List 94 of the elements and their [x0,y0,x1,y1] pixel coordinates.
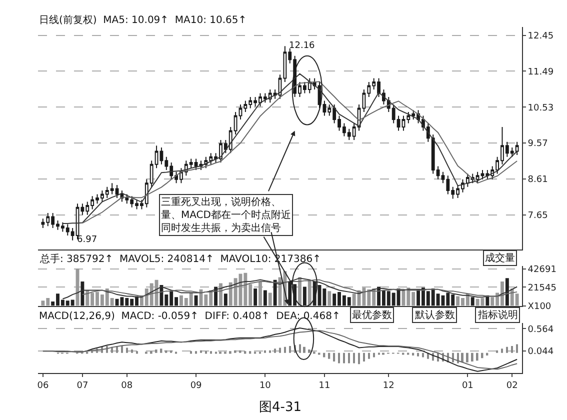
bar [348,352,350,364]
line-series [62,278,518,300]
x-tick-label: 06 [37,380,49,391]
bar [328,352,330,359]
y-tick-label: 11.49 [528,67,554,78]
bar [249,351,252,354]
bar [80,282,84,306]
bar [150,351,152,354]
bar [273,280,277,306]
bar [363,352,365,362]
bar [466,352,468,362]
bar [471,352,474,362]
bar [229,351,232,354]
bar [269,350,271,353]
line-series [82,279,518,297]
y-tick-label: 9.57 [528,139,548,150]
bar [194,295,198,306]
x-tick-label: 09 [190,380,202,391]
bar [254,288,258,306]
bar [476,352,478,361]
y-tick-label: 7.65 [528,211,548,222]
y-tick-label: 21545 [528,283,556,294]
bar [486,352,488,356]
bar [358,352,360,364]
text: 成交量 [485,252,515,264]
bar [160,348,162,353]
bar [170,350,172,353]
bar [274,348,276,353]
bar [353,352,355,364]
bar [234,350,236,353]
bar [165,350,168,353]
bar [373,352,375,358]
bar [190,351,192,354]
bar [121,346,123,353]
bar [136,351,138,354]
bar [422,352,424,358]
bar [506,346,508,353]
bar [308,280,312,306]
bar [328,291,332,306]
bar [200,350,202,353]
y-tick-label: 0.564 [528,324,554,335]
text: 最优参数 [352,309,392,321]
bar [263,290,267,306]
bar [368,352,370,359]
y-tick-label: 0.044 [528,347,554,358]
bar [126,348,128,353]
bar [264,350,266,353]
caption: 图4-31 [259,400,302,415]
bar [279,348,281,353]
y-tick-label: 12.45 [528,31,554,42]
annotation: 6.97 [77,235,98,245]
bar [303,346,306,353]
bar [501,348,503,353]
bar [268,292,272,306]
x-tick-label: 12 [382,380,394,391]
bar [338,352,340,364]
bar [496,350,498,353]
x-tick-label: 01 [462,380,474,391]
text: 日线(前复权) MA5: 10.09↑ MA10: 10.65↑ [39,14,247,26]
y-tick-label: X100 [528,302,552,312]
bar [224,294,228,306]
x-tick-label: 07 [76,380,88,391]
bar [511,346,513,353]
x-tick-label: 02 [506,380,518,391]
bar [205,351,207,354]
bar [516,344,518,353]
text: 默认参数 [414,309,455,321]
bar [308,349,310,353]
bar [155,349,158,353]
bar [210,351,212,354]
y-tick-label: 8.61 [528,175,548,186]
text: MACD(12,26,9) MACD: -0.059↑ DIFF: 0.408↑ DEA: 0.468↑ [39,311,340,322]
bar [470,297,474,306]
x-tick-label: 10 [259,380,272,391]
bar [333,352,336,362]
annotation: 12.16 [289,41,316,51]
x-tick-label: 08 [121,380,133,391]
annotation: 三重死叉出现，说明价格、量、MACD都在一个时点附近同时发生共振，为卖出信号 [161,196,291,234]
bar [343,352,345,364]
bar [299,344,301,353]
bar [505,278,509,306]
y-tick-label: 10.53 [528,103,554,114]
bar [284,346,286,353]
bar [412,352,414,356]
text: 指标说明 [477,309,518,321]
bar [258,282,262,306]
bar [244,351,246,354]
y-tick-label: 42691 [528,264,556,275]
bar [417,352,420,356]
bar [131,349,133,353]
bar [195,351,197,354]
bar [289,346,291,353]
x-tick-label: 11 [318,380,330,391]
bar [461,352,464,362]
